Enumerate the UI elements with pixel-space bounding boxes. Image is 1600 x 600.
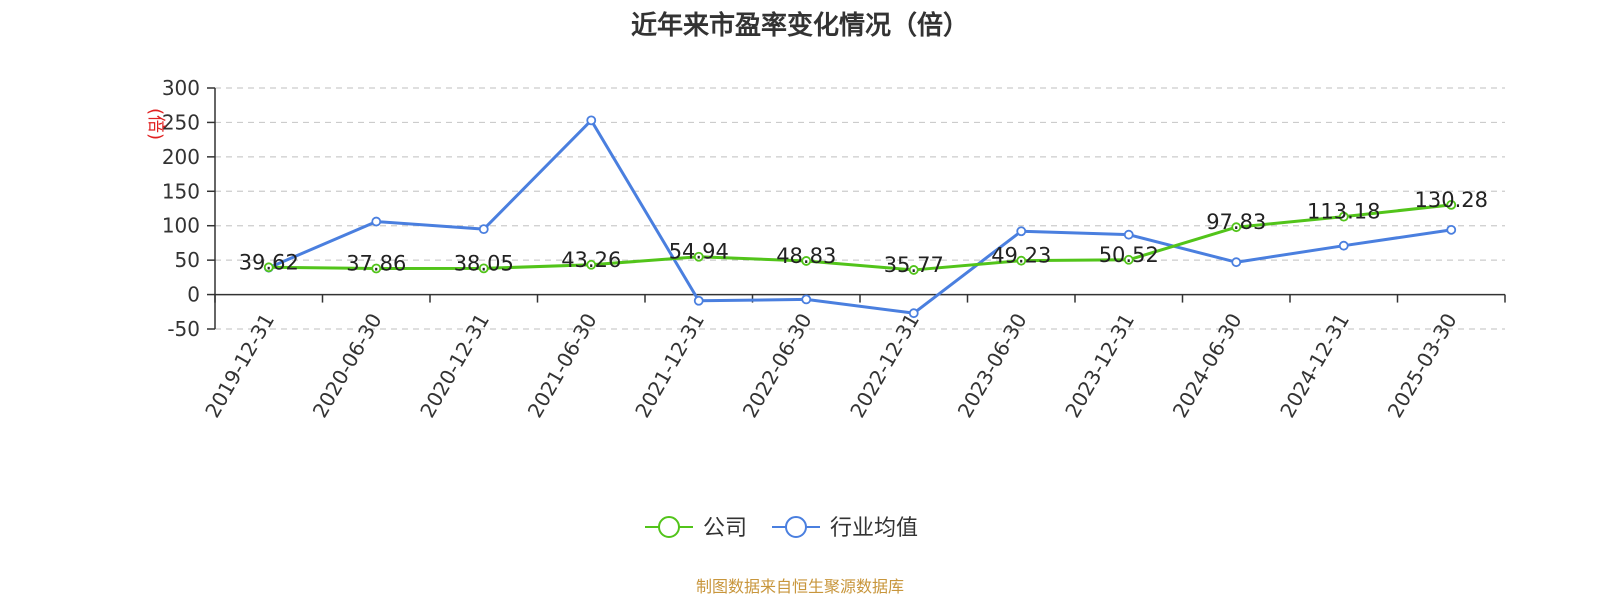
x-tick-label: 2020-06-30 bbox=[308, 309, 387, 422]
x-tick-label: 2020-12-31 bbox=[415, 309, 494, 422]
data-label: 113.18 bbox=[1307, 200, 1380, 224]
x-tick-label: 2022-06-30 bbox=[738, 309, 817, 422]
data-label: 43.26 bbox=[561, 248, 621, 272]
legend-item-1: 行业均值 bbox=[772, 516, 918, 541]
data-point bbox=[478, 224, 489, 235]
x-tick-label: 2024-06-30 bbox=[1168, 309, 1247, 422]
data-label: 50.52 bbox=[1099, 243, 1159, 267]
legend-label: 公司 bbox=[703, 516, 747, 541]
x-tick-label: 2025-03-30 bbox=[1383, 309, 1462, 422]
data-label: 48.83 bbox=[776, 244, 836, 268]
y-tick-label: 250 bbox=[162, 110, 200, 134]
y-tick-label: -50 bbox=[167, 317, 200, 341]
y-axis-label: (倍) bbox=[145, 108, 166, 140]
data-point bbox=[693, 295, 704, 306]
data-point bbox=[1231, 257, 1242, 268]
data-point bbox=[801, 256, 812, 266]
data-point bbox=[1123, 254, 1134, 265]
data-label: 39.62 bbox=[239, 250, 299, 274]
data-point bbox=[1446, 224, 1457, 235]
data-point bbox=[1123, 229, 1134, 240]
data-point bbox=[263, 262, 274, 273]
data-point bbox=[371, 263, 382, 274]
source-note: 制图数据来自恒生聚源数据库 bbox=[696, 577, 904, 596]
legend: 公司 行业均值 bbox=[645, 516, 918, 541]
legend-marker bbox=[658, 516, 680, 538]
data-point bbox=[586, 115, 597, 126]
data-point bbox=[1338, 211, 1349, 222]
legend-item-0: 公司 bbox=[645, 516, 747, 541]
chart-title: 近年来市盈率变化情况（倍） bbox=[631, 10, 969, 41]
data-point bbox=[371, 216, 382, 227]
data-point bbox=[586, 259, 597, 270]
data-point bbox=[801, 294, 812, 305]
data-label: 54.94 bbox=[669, 240, 729, 264]
data-label: 35.77 bbox=[884, 253, 944, 277]
x-tick-label: 2022-12-31 bbox=[845, 309, 924, 422]
data-label: 130.28 bbox=[1415, 188, 1488, 212]
data-label: 37.86 bbox=[346, 252, 406, 276]
data-label: 38.05 bbox=[454, 251, 514, 275]
y-tick-label: 300 bbox=[162, 76, 200, 100]
data-point bbox=[478, 263, 489, 274]
data-point bbox=[1338, 240, 1349, 251]
legend-label: 行业均值 bbox=[830, 516, 918, 541]
x-tick-label: 2023-06-30 bbox=[953, 309, 1032, 422]
data-point bbox=[908, 308, 919, 319]
x-tick-label: 2024-12-31 bbox=[1275, 309, 1354, 422]
y-tick-label: 150 bbox=[162, 179, 200, 203]
data-point bbox=[1446, 199, 1457, 210]
series-line-0 bbox=[267, 203, 1453, 272]
x-tick-label: 2021-06-30 bbox=[523, 309, 602, 422]
data-labels: 39.62 37.86 38.05 43.26 54.94 48.83 35.77 49.23… bbox=[239, 188, 1488, 277]
x-tick-label: 2023-12-31 bbox=[1060, 309, 1139, 422]
data-label: 97.83 bbox=[1206, 210, 1266, 234]
y-tick-label: 100 bbox=[162, 214, 200, 238]
x-tick-label: 2021-12-31 bbox=[630, 309, 709, 422]
data-point bbox=[908, 265, 919, 275]
y-tick-label: 50 bbox=[175, 248, 200, 272]
data-point bbox=[1231, 222, 1242, 233]
y-tick-label: 0 bbox=[187, 283, 200, 307]
data-point bbox=[693, 251, 704, 262]
data-point bbox=[1016, 255, 1027, 266]
series-line-1 bbox=[267, 118, 1453, 315]
legend-marker bbox=[785, 516, 807, 538]
data-label: 49.23 bbox=[991, 244, 1051, 268]
x-tick-label: 2019-12-31 bbox=[200, 309, 279, 422]
y-tick-label: 200 bbox=[162, 145, 200, 169]
data-point bbox=[1016, 226, 1027, 237]
series-layer bbox=[263, 115, 1457, 319]
